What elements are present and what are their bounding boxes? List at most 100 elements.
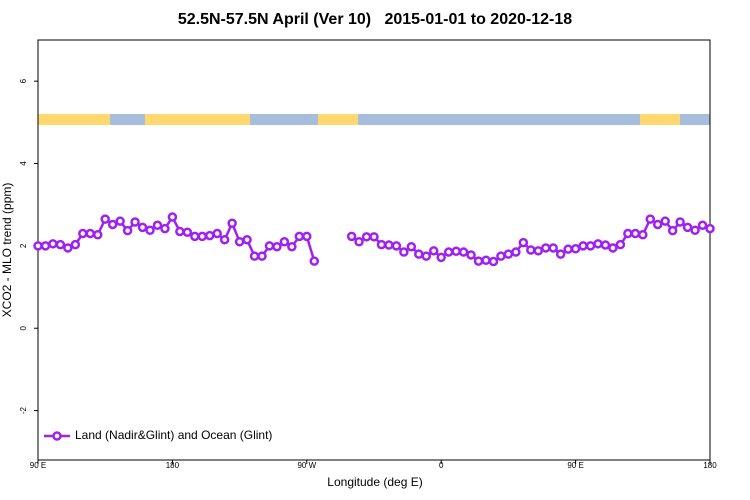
data-point (294, 231, 305, 242)
data-point (705, 223, 715, 234)
data-point (563, 244, 573, 254)
data-point (40, 241, 51, 251)
data-point (302, 231, 312, 242)
data-point (615, 239, 626, 250)
data-point (593, 239, 603, 249)
data-point (496, 251, 506, 261)
data-point (48, 239, 58, 249)
y-tick-label: 6 (19, 78, 28, 83)
data-point (309, 256, 320, 266)
data-point (145, 225, 155, 235)
data-point (279, 237, 290, 247)
data-point (167, 212, 178, 222)
chart-title: 52.5N-57.5N April (Ver 10) 2015-01-01 to… (178, 11, 572, 28)
data-point (85, 228, 96, 239)
data-point (100, 214, 110, 224)
data-point (526, 245, 536, 255)
data-point (660, 216, 670, 226)
data-point (70, 239, 81, 250)
x-tick-label: 180 (703, 461, 717, 470)
data-point (354, 237, 364, 247)
data-point (511, 247, 521, 257)
data-point (107, 219, 118, 230)
data-point (160, 223, 170, 234)
data-point (638, 230, 648, 240)
data-point (555, 249, 566, 259)
data-point (675, 217, 685, 227)
y-tick-label: -2 (19, 406, 28, 414)
data-point (204, 230, 215, 241)
data-point (249, 251, 260, 261)
x-tick-label: 90 W (297, 461, 316, 470)
land-ocean-band (38, 114, 710, 125)
data-point (488, 256, 499, 267)
data-point (473, 256, 484, 266)
land-band (145, 114, 250, 125)
data-point (369, 232, 379, 242)
data-point (518, 237, 529, 248)
data-point (190, 231, 200, 242)
y-axis-label: XCO2 - MLO trend (ppm) (0, 183, 14, 318)
data-point (212, 228, 222, 239)
data-point (533, 246, 544, 256)
x-tick-label: 0 (439, 461, 444, 470)
data-point (391, 241, 402, 251)
data-point (33, 241, 43, 251)
data-point (503, 249, 514, 259)
data-point (645, 214, 656, 224)
x-tick-label: 180 (166, 461, 180, 470)
data-point (175, 226, 185, 237)
y-tick-label: 4 (19, 161, 28, 166)
data-point (137, 222, 148, 233)
data-point (63, 243, 73, 253)
data-point (115, 216, 125, 226)
data-point (92, 230, 103, 240)
data-point (234, 237, 245, 247)
legend-label: Land (Nadir&Glint) and Ocean (Glint) (75, 428, 272, 442)
data-point (242, 234, 252, 245)
data-point (570, 244, 581, 254)
data-point (458, 247, 469, 257)
data-point (652, 219, 663, 230)
land-band (38, 114, 110, 125)
data-point (361, 232, 372, 242)
data-point (428, 246, 439, 256)
data-point (152, 220, 163, 231)
data-point (697, 220, 708, 231)
data-point (384, 240, 394, 250)
data-point (406, 241, 417, 252)
data-point (630, 228, 641, 239)
data-point (548, 243, 558, 253)
y-tick-label: 0 (19, 325, 28, 330)
data-point (376, 239, 387, 250)
data-point (219, 234, 230, 245)
y-tick-label: 2 (19, 243, 28, 248)
land-band (640, 114, 680, 125)
data-point (197, 231, 208, 242)
data-point (55, 239, 66, 250)
data-point (466, 250, 476, 260)
data-point (122, 225, 133, 236)
ocean-band (38, 114, 710, 125)
data-point (182, 227, 193, 238)
data-point (399, 247, 409, 257)
data-point (130, 217, 140, 227)
data-point (78, 228, 88, 239)
data-point (540, 243, 551, 253)
data-point (578, 241, 588, 251)
x-tick-label: 90 E (567, 461, 583, 470)
data-point (623, 228, 633, 239)
data-point (451, 246, 461, 256)
data-point (667, 225, 678, 236)
data-point (272, 241, 282, 252)
data-point (436, 252, 446, 263)
data-point (257, 251, 267, 261)
data-point (414, 249, 424, 259)
data-point (600, 240, 611, 250)
data-point (690, 225, 700, 235)
legend-marker (52, 431, 62, 441)
data-point (481, 255, 491, 266)
data-point (443, 247, 454, 257)
x-tick-label: 90 E (30, 461, 46, 470)
